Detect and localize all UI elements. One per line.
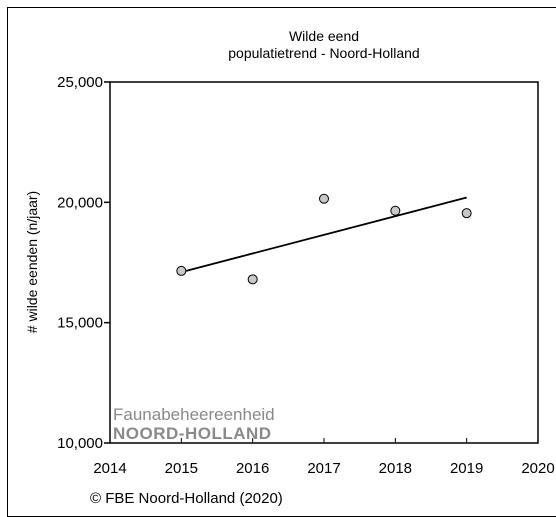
x-tick-label: 2019 [450, 460, 483, 477]
y-tick-label: 20,000 [57, 194, 103, 211]
logo-text: Faunabeheereenheid [113, 405, 275, 424]
data-point [461, 208, 472, 219]
y-tick-label: 10,000 [57, 435, 103, 452]
x-tick-label: 2017 [307, 460, 340, 477]
x-tick-label: 2014 [93, 460, 126, 477]
copyright-credit: © FBE Noord-Holland (2020) [90, 490, 283, 507]
logo-subtext: NOORD-HOLLAND [113, 424, 272, 443]
x-tick-label: 2015 [165, 460, 198, 477]
data-point [319, 193, 329, 204]
x-axis: 2014 2015 2016 2017 2018 2019 2020 [93, 438, 555, 477]
y-axis-label: # wilde eenden (n/jaar) [24, 191, 40, 333]
plot-area [109, 81, 539, 444]
trend-line [181, 196, 467, 273]
chart-frame [7, 7, 556, 517]
data-point [176, 265, 187, 276]
y-axis: 10,000 15,000 20,000 25,000 [57, 74, 110, 452]
data-point [247, 274, 258, 285]
y-tick-label: 25,000 [57, 74, 103, 91]
chart-title: Wilde eend [289, 28, 359, 44]
chart-subtitle: populatietrend - Noord-Holland [228, 45, 419, 61]
data-points [176, 193, 472, 285]
x-tick-label: 2018 [379, 460, 412, 477]
x-tick-label: 2016 [236, 460, 269, 477]
y-tick-label: 15,000 [57, 315, 103, 332]
x-tick-label: 2020 [521, 460, 554, 477]
data-point [390, 205, 401, 216]
